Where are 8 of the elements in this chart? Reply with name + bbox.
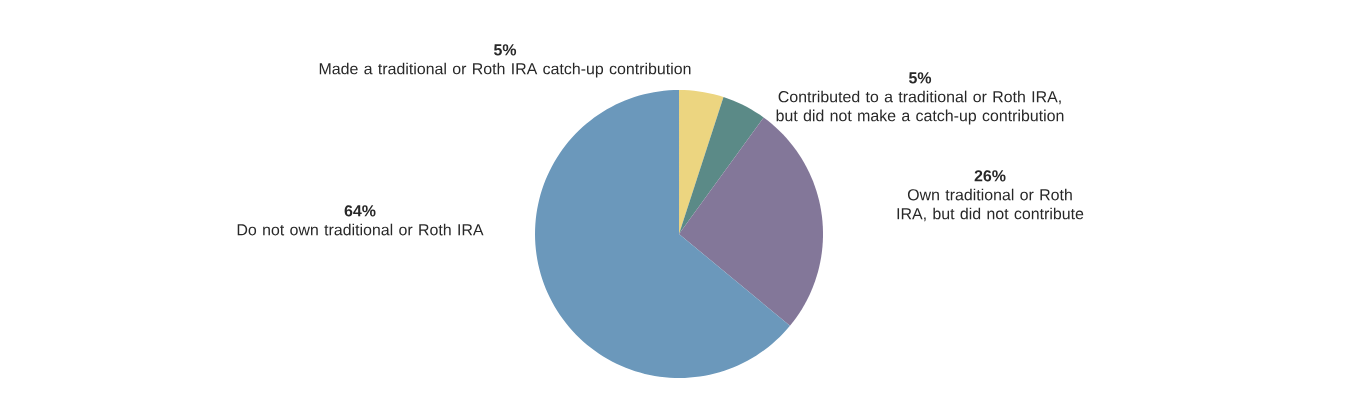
slice-label: Contributed to a traditional or Roth IRA, but did not make a catch-up contribution [776, 90, 1064, 125]
data-label: 5% [908, 72, 932, 84]
slice-label: Do not own traditional or Roth IRA [237, 223, 484, 236]
slice-label: Own traditional or Roth IRA, but did not contribute [897, 188, 1084, 222]
slice-label: Made a traditional or Roth IRA catch-up contribution [319, 62, 691, 78]
data-label: 5% [493, 44, 517, 56]
data-label: 64% [344, 205, 376, 217]
data-label: 26% [974, 170, 1006, 182]
